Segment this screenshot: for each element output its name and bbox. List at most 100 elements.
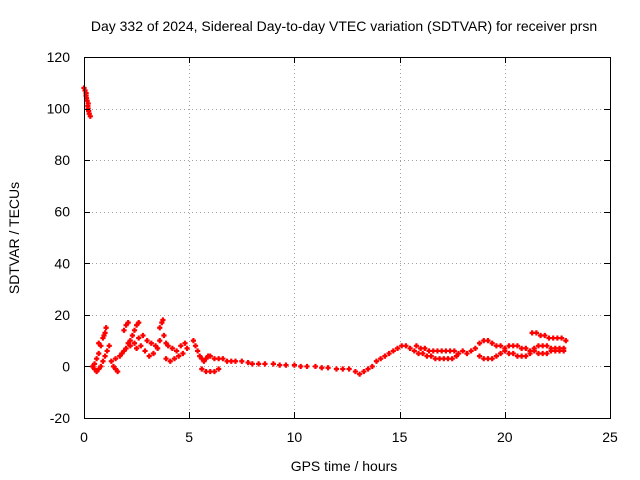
data-point xyxy=(346,366,352,372)
data-point xyxy=(195,348,201,354)
data-point xyxy=(131,340,138,346)
data-point xyxy=(127,343,133,349)
data-point xyxy=(178,343,184,349)
data-point xyxy=(115,368,121,375)
data-point xyxy=(277,362,283,368)
data-point xyxy=(455,350,462,357)
data-point xyxy=(140,332,146,339)
data-point xyxy=(94,356,100,362)
data-point xyxy=(270,361,276,367)
data-point xyxy=(100,358,106,364)
data-point xyxy=(199,366,205,372)
data-point xyxy=(211,368,218,375)
data-point xyxy=(523,353,529,359)
y-tick-label: 0 xyxy=(62,358,70,374)
data-point xyxy=(91,361,98,367)
data-point xyxy=(121,327,127,333)
y-tick-label: 120 xyxy=(47,49,71,65)
data-point xyxy=(96,340,102,346)
data-point xyxy=(165,343,171,349)
data-point xyxy=(559,335,565,341)
data-point xyxy=(394,345,401,351)
data-point xyxy=(127,338,133,344)
y-tick-label: 100 xyxy=(47,101,71,117)
data-point xyxy=(112,356,119,362)
data-point xyxy=(333,366,340,372)
data-point xyxy=(411,348,417,354)
data-point xyxy=(146,353,152,359)
data-point xyxy=(262,361,268,367)
data-point xyxy=(352,368,359,375)
data-point xyxy=(96,350,102,357)
data-point xyxy=(142,348,148,354)
data-point xyxy=(163,356,169,362)
x-tick-label: 15 xyxy=(392,429,408,445)
data-point xyxy=(390,348,396,354)
data-point xyxy=(510,350,516,357)
data-point xyxy=(514,343,521,349)
data-point xyxy=(312,363,319,370)
data-point xyxy=(155,345,161,351)
data-point xyxy=(123,345,129,351)
data-point xyxy=(325,365,331,371)
data-point xyxy=(106,343,112,349)
data-point xyxy=(256,361,262,367)
data-point xyxy=(232,358,239,364)
data-point xyxy=(103,325,109,331)
data-point xyxy=(489,356,495,362)
data-point xyxy=(216,366,222,372)
x-axis-label: GPS time / hours xyxy=(291,458,398,474)
data-point xyxy=(357,371,363,377)
data-point xyxy=(131,327,138,333)
data-point xyxy=(533,330,539,336)
x-tick-label: 10 xyxy=(287,429,303,445)
data-point xyxy=(87,113,93,119)
data-point xyxy=(373,358,380,364)
data-point xyxy=(298,363,304,370)
data-point xyxy=(98,363,104,370)
data-point xyxy=(369,363,375,370)
data-point xyxy=(407,345,413,351)
plot-frame xyxy=(84,57,611,419)
y-tick-label: -20 xyxy=(50,410,70,426)
data-point xyxy=(386,350,392,357)
data-point xyxy=(134,345,140,351)
data-point xyxy=(493,353,499,359)
data-point xyxy=(489,340,495,346)
y-tick-label: 80 xyxy=(54,152,70,168)
data-point xyxy=(291,362,297,368)
data-point xyxy=(129,332,135,339)
grid xyxy=(84,57,610,418)
x-tick-labels: 0 5 10 15 20 25 xyxy=(80,429,618,445)
data-point xyxy=(125,319,131,326)
data-point xyxy=(136,335,142,341)
data-point xyxy=(382,353,388,359)
data-point xyxy=(422,345,428,351)
data-point xyxy=(138,343,144,349)
x-tick-label: 20 xyxy=(497,429,513,445)
data-point xyxy=(403,343,409,349)
data-point xyxy=(378,356,384,362)
data-point xyxy=(563,338,569,344)
data-point xyxy=(180,350,186,357)
data-point xyxy=(239,358,245,364)
data-point xyxy=(523,345,529,351)
data-point xyxy=(192,343,199,349)
data-point xyxy=(544,343,550,349)
data-point xyxy=(144,338,150,344)
data-point xyxy=(544,350,550,357)
data-point xyxy=(497,350,504,357)
chart-title: Day 332 of 2024, Sidereal Day-to-day VTE… xyxy=(91,18,597,34)
data-point xyxy=(157,338,163,344)
data-point xyxy=(304,363,310,370)
data-points xyxy=(81,85,569,377)
data-point xyxy=(485,338,491,344)
data-point xyxy=(460,348,466,354)
data-point xyxy=(176,353,182,359)
axis-ticks xyxy=(84,57,611,419)
data-point xyxy=(542,332,548,339)
data-point xyxy=(340,366,346,372)
data-point xyxy=(449,356,455,362)
data-point xyxy=(497,343,504,349)
